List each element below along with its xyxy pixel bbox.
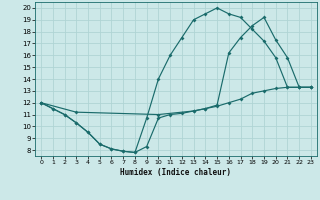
X-axis label: Humidex (Indice chaleur): Humidex (Indice chaleur) — [121, 168, 231, 177]
